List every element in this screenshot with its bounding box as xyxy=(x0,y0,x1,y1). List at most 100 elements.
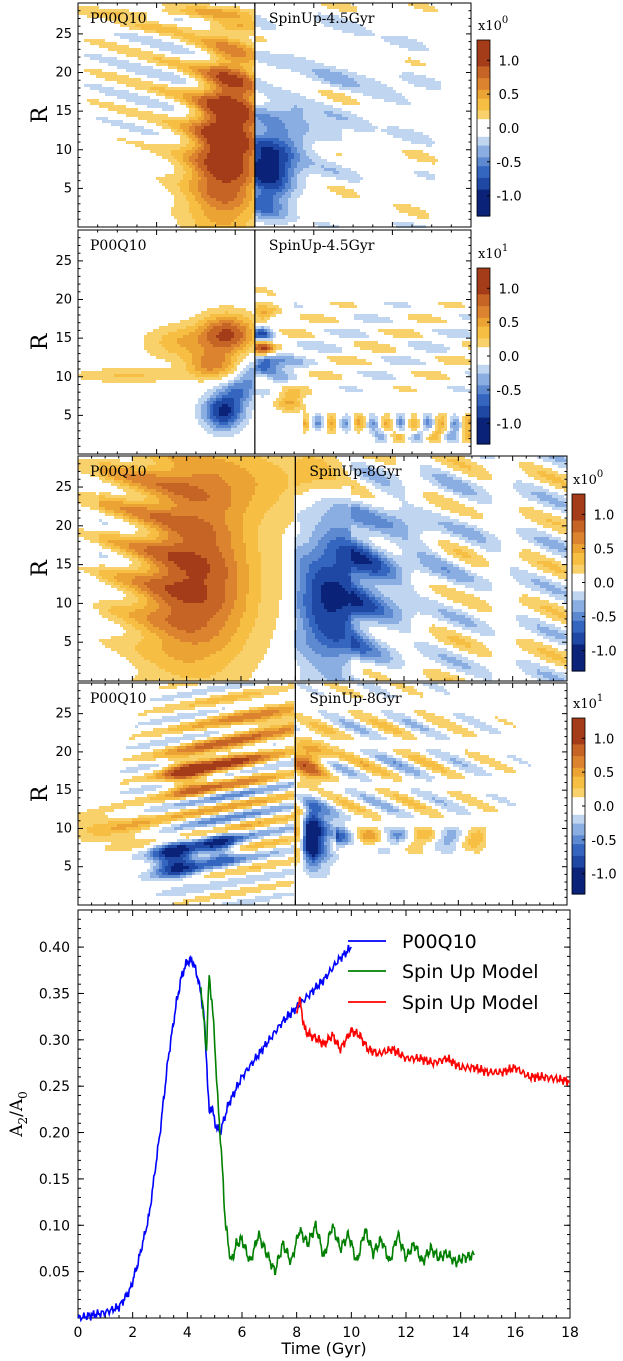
heatmap-cell xyxy=(276,186,279,189)
heatmap-cell xyxy=(183,374,186,377)
heatmap-cell xyxy=(267,144,270,147)
heatmap-cell xyxy=(180,222,183,225)
heatmap-cell xyxy=(189,350,192,353)
heatmap-cell xyxy=(282,156,285,159)
heatmap-cell xyxy=(339,117,342,120)
heatmap-cell xyxy=(297,174,300,177)
heatmap-cell xyxy=(204,150,207,153)
heatmap-cell xyxy=(261,27,264,30)
heatmap-cell xyxy=(231,201,234,204)
heatmap-cell xyxy=(207,120,210,123)
heatmap-cell xyxy=(408,204,411,207)
heatmap-cell xyxy=(93,72,96,75)
heatmap-cell xyxy=(186,60,189,63)
heatmap-cell xyxy=(123,126,126,129)
heatmap-cell xyxy=(297,180,300,183)
heatmap-cell xyxy=(243,45,246,48)
heatmap-cell xyxy=(150,338,153,341)
heatmap-cell xyxy=(159,60,162,63)
heatmap-cell xyxy=(264,213,267,216)
heatmap-cell xyxy=(201,219,204,222)
heatmap-cell xyxy=(180,180,183,183)
heatmap-cell xyxy=(249,15,252,18)
heatmap-cell xyxy=(342,192,345,195)
heatmap-cell xyxy=(204,66,207,69)
heatmap-cell xyxy=(216,201,219,204)
heatmap-cell xyxy=(84,54,87,57)
heatmap-cell xyxy=(300,99,303,102)
heatmap-cell xyxy=(414,78,417,81)
heatmap-cell xyxy=(168,66,171,69)
heatmap-cell xyxy=(168,323,171,326)
heatmap-cell xyxy=(198,162,201,165)
heatmap-cell xyxy=(222,42,225,45)
heatmap-cell xyxy=(162,180,165,183)
heatmap-cell xyxy=(177,153,180,156)
heatmap-cell xyxy=(294,159,297,162)
heatmap-cell xyxy=(216,195,219,198)
heatmap-cell xyxy=(159,33,162,36)
heatmap-cell xyxy=(303,60,306,63)
heatmap-cell xyxy=(273,168,276,171)
heatmap-cell xyxy=(210,9,213,12)
heatmap-cell xyxy=(192,159,195,162)
heatmap-cell xyxy=(246,165,249,168)
heatmap-cell xyxy=(138,63,141,66)
heatmap-cell xyxy=(216,72,219,75)
heatmap-cell xyxy=(246,213,249,216)
heatmap-cell xyxy=(312,168,315,171)
heatmap-cell xyxy=(165,57,168,60)
heatmap-cell xyxy=(213,189,216,192)
heatmap-cell xyxy=(234,33,237,36)
heatmap-cell xyxy=(237,159,240,162)
heatmap-cell xyxy=(156,45,159,48)
heatmap-cell xyxy=(144,30,147,33)
heatmap-cell xyxy=(228,216,231,219)
heatmap-cell xyxy=(177,162,180,165)
heatmap-cell xyxy=(189,141,192,144)
heatmap-cell xyxy=(222,156,225,159)
heatmap-cell xyxy=(207,87,210,90)
heatmap-cell xyxy=(162,123,165,126)
heatmap-cell xyxy=(243,75,246,78)
heatmap-cell xyxy=(162,144,165,147)
heatmap-cell xyxy=(273,144,276,147)
heatmap-cell xyxy=(171,213,174,216)
heatmap-cell xyxy=(174,183,177,186)
heatmap-cell xyxy=(177,123,180,126)
heatmap-cell xyxy=(126,54,129,57)
heatmap-cell xyxy=(240,204,243,207)
heatmap-cell xyxy=(261,195,264,198)
heatmap-cell xyxy=(345,75,348,78)
heatmap-cell xyxy=(243,138,246,141)
heatmap-cell xyxy=(165,368,168,371)
heatmap-cell xyxy=(213,15,216,18)
heatmap-cell xyxy=(162,120,165,123)
heatmap-cell xyxy=(177,6,180,9)
heatmap-cell xyxy=(282,159,285,162)
heatmap-cell xyxy=(423,78,426,81)
heatmap-cell xyxy=(186,162,189,165)
heatmap-cell xyxy=(327,66,330,69)
heatmap-cell xyxy=(207,204,210,207)
heatmap-cell xyxy=(288,195,291,198)
heatmap-cell xyxy=(279,147,282,150)
heatmap-cell xyxy=(183,216,186,219)
heatmap-cell xyxy=(141,374,144,377)
heatmap-cell xyxy=(264,180,267,183)
heatmap-cell xyxy=(315,162,318,165)
heatmap-cell xyxy=(117,123,120,126)
heatmap-cell xyxy=(321,117,324,120)
heatmap-cell xyxy=(330,75,333,78)
heatmap-cell xyxy=(414,171,417,174)
heatmap-cell xyxy=(261,153,264,156)
heatmap-cell xyxy=(183,96,186,99)
heatmap-cell xyxy=(162,338,165,341)
heatmap-cell xyxy=(354,75,357,78)
heatmap-cell xyxy=(237,51,240,54)
heatmap-cell xyxy=(258,174,261,177)
heatmap-cell xyxy=(246,162,249,165)
heatmap-cell xyxy=(237,153,240,156)
heatmap-cell xyxy=(228,183,231,186)
heatmap-cell xyxy=(336,165,339,168)
